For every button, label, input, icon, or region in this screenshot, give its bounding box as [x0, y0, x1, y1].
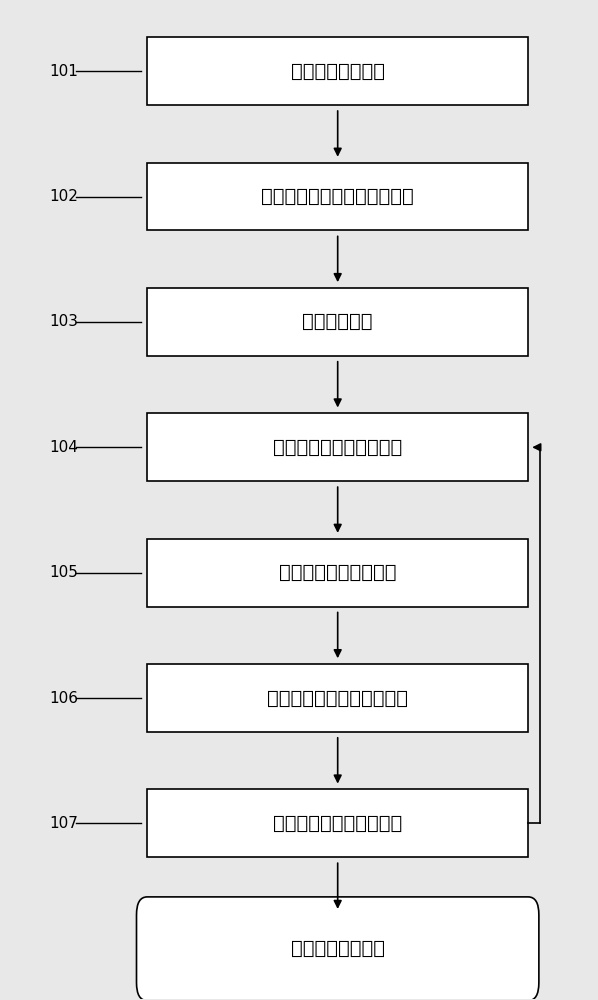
Text: 椎间融合器的设计及植入: 椎间融合器的设计及植入 — [273, 438, 402, 457]
Text: 103: 103 — [49, 314, 78, 329]
Text: 101: 101 — [49, 64, 78, 79]
Bar — [147, 664, 528, 732]
Text: 有限元网格划分及平滑: 有限元网格划分及平滑 — [279, 563, 396, 582]
Text: 107: 107 — [49, 816, 78, 831]
Text: 105: 105 — [49, 565, 78, 580]
Text: 有限元模型的求解及分析: 有限元模型的求解及分析 — [273, 814, 402, 833]
Text: 椎体图像分割及三维模型建立: 椎体图像分割及三维模型建立 — [261, 187, 414, 206]
Text: 椎体模型测量: 椎体模型测量 — [303, 312, 373, 331]
Bar — [147, 163, 528, 230]
FancyBboxPatch shape — [136, 897, 539, 1000]
Bar — [147, 37, 528, 105]
Text: 个性化椎间融合器: 个性化椎间融合器 — [291, 939, 385, 958]
Text: 104: 104 — [49, 440, 78, 455]
Text: 图像采集及预处理: 图像采集及预处理 — [291, 62, 385, 81]
Text: 106: 106 — [49, 691, 78, 706]
Text: 材料的赋值及边界条件设置: 材料的赋值及边界条件设置 — [267, 689, 408, 708]
Bar — [147, 288, 528, 356]
Bar — [147, 789, 528, 857]
Bar — [147, 413, 528, 481]
Text: 102: 102 — [49, 189, 78, 204]
Bar — [147, 539, 528, 607]
